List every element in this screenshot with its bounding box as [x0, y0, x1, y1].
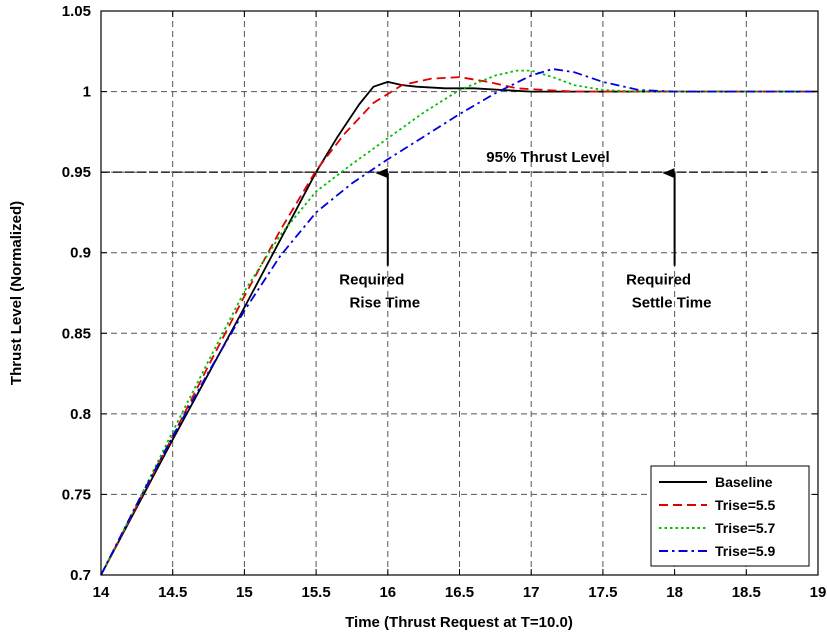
y-tick-label: 1 [83, 84, 91, 101]
annotation-layer: 95% Thrust Level Required Rise Time Require… [339, 149, 711, 312]
series-line-1 [100, 76, 818, 576]
x-tick-label: 18.5 [732, 584, 761, 601]
x-tick-label: 19 [810, 584, 827, 601]
tick-layer: 14 14.5 15 15.5 16 16.5 17 17.5 18 18.5 19 0.7 0.75 0… [62, 3, 827, 601]
x-tick-label: 14 [93, 584, 110, 601]
reference-line-label: 95% Thrust Level [486, 149, 609, 166]
series-layer [100, 68, 818, 576]
y-tick-label: 0.9 [70, 245, 91, 262]
legend-label-3: Trise=5.9 [715, 543, 776, 559]
y-axis-label: Thrust Level (Normalized) [8, 201, 25, 385]
y-tick-label: 0.85 [62, 325, 91, 342]
legend-label-2: Trise=5.7 [715, 520, 776, 536]
legend-label-0: Baseline [715, 474, 773, 490]
x-tick-label: 14.5 [158, 584, 187, 601]
x-tick-label: 15 [236, 584, 253, 601]
x-tick-label: 16 [379, 584, 396, 601]
series-line-3 [100, 68, 818, 576]
grid-layer [101, 11, 818, 575]
series-line-2 [100, 69, 818, 576]
annotation-line1-0: Required [339, 272, 404, 289]
x-tick-label: 18 [666, 584, 683, 601]
y-tick-label: 0.8 [70, 406, 91, 423]
x-tick-label: 15.5 [301, 584, 330, 601]
y-tick-label: 1.05 [62, 3, 91, 20]
x-axis-label: Time (Thrust Request at T=10.0) [345, 614, 573, 631]
legend-label-1: Trise=5.5 [715, 497, 776, 513]
y-tick-label: 0.7 [70, 567, 91, 584]
x-tick-label: 17.5 [588, 584, 617, 601]
x-tick-label: 16.5 [445, 584, 474, 601]
annotation-line2-0: Rise Time [350, 295, 421, 312]
x-tick-label: 17 [523, 584, 540, 601]
legend: Baseline Trise=5.5 Trise=5.7 Trise=5.9 [650, 465, 810, 567]
annotation-line2-1: Settle Time [632, 295, 712, 312]
y-tick-label: 0.75 [62, 486, 91, 503]
y-tick-label: 0.95 [62, 164, 91, 181]
annotation-line1-1: Required [626, 272, 691, 289]
